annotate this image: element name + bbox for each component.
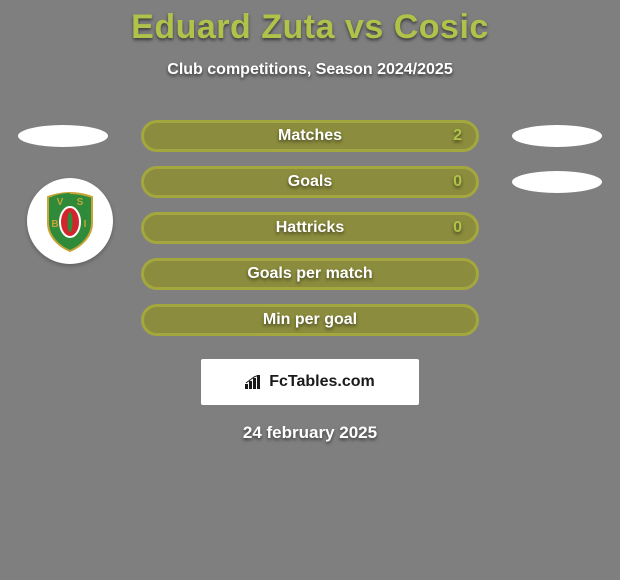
shield-icon: V S B I xyxy=(38,189,102,253)
stat-pill: Goals 0 xyxy=(141,166,479,198)
stat-value-right: 0 xyxy=(453,173,462,191)
brand-box: FcTables.com xyxy=(201,359,419,405)
stat-pill: Min per goal xyxy=(141,304,479,336)
club-badge-emblem: V S B I xyxy=(38,189,102,253)
page-subtitle: Club competitions, Season 2024/2025 xyxy=(0,61,620,79)
stat-pill: Goals per match xyxy=(141,258,479,290)
stat-label: Matches xyxy=(278,127,342,145)
stat-row: Matches 2 xyxy=(0,113,620,159)
stat-row: Min per goal xyxy=(0,297,620,343)
comparison-card: Eduard Zuta vs Cosic Club competitions, … xyxy=(0,0,620,580)
bar-chart-icon xyxy=(245,375,263,389)
right-value-ellipse xyxy=(512,125,602,147)
brand-text: FcTables.com xyxy=(269,373,375,391)
stat-label: Goals per match xyxy=(247,265,372,283)
stat-label: Goals xyxy=(288,173,332,191)
badge-letter-b: B xyxy=(51,219,58,230)
footer-date: 24 february 2025 xyxy=(0,423,620,443)
stat-value-right: 0 xyxy=(453,219,462,237)
badge-letter-i: I xyxy=(84,219,87,230)
stat-label: Hattricks xyxy=(276,219,344,237)
stat-label: Min per goal xyxy=(263,311,357,329)
badge-letter-s: S xyxy=(77,197,84,208)
club-badge: V S B I xyxy=(27,178,113,264)
stat-value-right: 2 xyxy=(453,127,462,145)
page-title: Eduard Zuta vs Cosic xyxy=(0,8,620,47)
stat-pill: Hattricks 0 xyxy=(141,212,479,244)
badge-letter-v: V xyxy=(57,197,64,208)
left-value-ellipse xyxy=(18,125,108,147)
right-value-ellipse xyxy=(512,171,602,193)
stat-row: Goals per match xyxy=(0,251,620,297)
stat-pill: Matches 2 xyxy=(141,120,479,152)
